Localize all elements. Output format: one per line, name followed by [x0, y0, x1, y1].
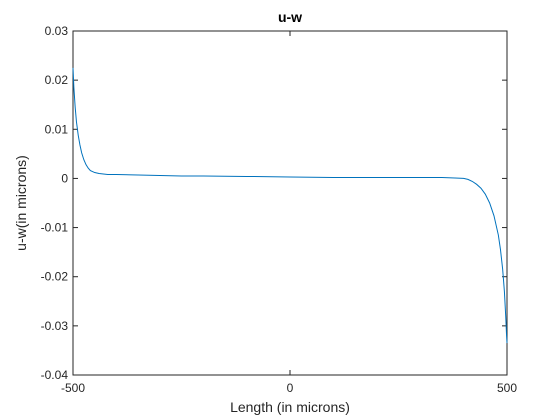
y-tick-label: -0.01 — [41, 221, 69, 235]
x-tick-label: 500 — [497, 381, 517, 395]
y-tick-label: 0.03 — [45, 24, 69, 38]
plot-area — [73, 31, 507, 375]
y-tick-label: -0.04 — [41, 368, 69, 382]
y-tick-label: 0.02 — [45, 73, 69, 87]
x-tick-label: 0 — [287, 381, 294, 395]
chart-title: u-w — [278, 9, 302, 25]
x-tick-label: -500 — [61, 381, 85, 395]
plot-frame — [73, 31, 507, 375]
y-axis-label: u-w(in microns) — [13, 155, 29, 251]
x-axis-label: Length (in microns) — [230, 399, 350, 415]
y-tick-label: 0.01 — [45, 122, 69, 136]
y-tick-label: -0.02 — [41, 270, 69, 284]
y-tick-label: 0 — [61, 171, 68, 185]
y-tick-label: -0.03 — [41, 319, 69, 333]
